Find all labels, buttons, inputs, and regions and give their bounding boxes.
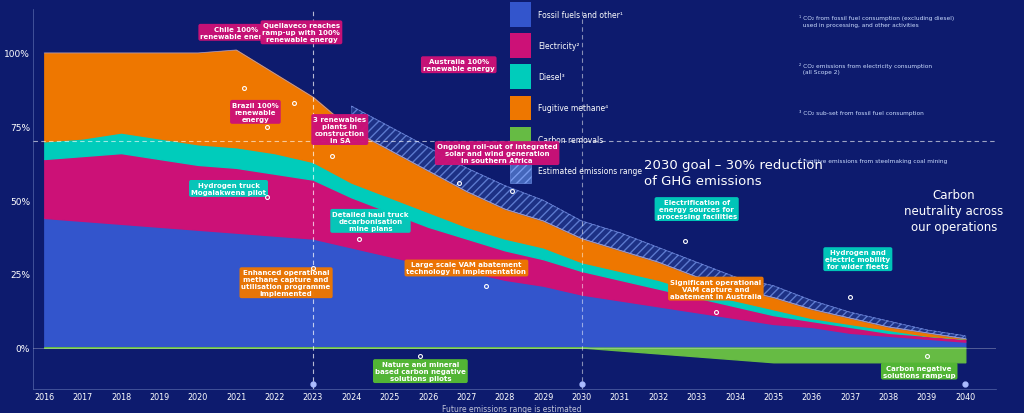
Text: ² CO₂ emissions from electricity consumption
  (all Scope 2): ² CO₂ emissions from electricity consump…: [799, 63, 932, 75]
Text: Large scale VAM abatement
technology in implementation: Large scale VAM abatement technology in …: [407, 262, 526, 275]
Text: Significant operational
VAM capture and
abatement in Australia: Significant operational VAM capture and …: [670, 279, 762, 299]
Text: Quellaveco reaches
ramp-up with 100%
renewable energy: Quellaveco reaches ramp-up with 100% ren…: [262, 23, 340, 43]
Text: Fugitive methane⁴: Fugitive methane⁴: [539, 104, 608, 113]
Text: Diesel³: Diesel³: [539, 73, 565, 82]
Text: Carbon
neutrality across
our operations: Carbon neutrality across our operations: [904, 188, 1004, 233]
Text: Electrification of
energy sources for
processing facilities: Electrification of energy sources for pr…: [656, 199, 737, 220]
Text: Enhanced operational
methane capture and
utilisation programme
implemented: Enhanced operational methane capture and…: [242, 270, 331, 297]
Text: 2030 goal – 30% reduction
of GHG emissions: 2030 goal – 30% reduction of GHG emissio…: [644, 158, 823, 187]
FancyBboxPatch shape: [510, 65, 530, 90]
FancyBboxPatch shape: [510, 3, 530, 28]
Text: Electricity²: Electricity²: [539, 42, 580, 51]
Text: Brazil 100%
renewable
energy: Brazil 100% renewable energy: [232, 102, 279, 123]
FancyBboxPatch shape: [510, 96, 530, 121]
Text: Nature and mineral
based carbon negative
solutions pilots: Nature and mineral based carbon negative…: [375, 361, 466, 381]
Text: ³ CO₂ sub-set from fossil fuel consumption: ³ CO₂ sub-set from fossil fuel consumpti…: [799, 110, 924, 116]
Text: Estimated emissions range: Estimated emissions range: [539, 166, 642, 176]
Text: Hydrogen truck
Mogalakwena pilot: Hydrogen truck Mogalakwena pilot: [191, 183, 266, 195]
Text: Fossil fuels and other¹: Fossil fuels and other¹: [539, 11, 624, 20]
Text: Carbon negative
solutions ramp-up: Carbon negative solutions ramp-up: [883, 365, 955, 377]
Text: Carbon removals: Carbon removals: [539, 135, 604, 144]
Text: Future emissions range is estimated: Future emissions range is estimated: [442, 404, 582, 413]
FancyBboxPatch shape: [510, 128, 530, 152]
Text: Ongoing roll-out of integrated
solar and wind generation
in southern Africa: Ongoing roll-out of integrated solar and…: [437, 144, 557, 164]
Text: Australia 100%
renewable energy: Australia 100% renewable energy: [423, 59, 495, 72]
Text: Detailed haul truck
decarbonisation
mine plans: Detailed haul truck decarbonisation mine…: [332, 211, 409, 231]
Text: ⁴ Fugitive emissions from steelmaking coal mining: ⁴ Fugitive emissions from steelmaking co…: [799, 158, 947, 164]
FancyBboxPatch shape: [510, 34, 530, 59]
Text: 3 renewables
plants in
construction
in SA: 3 renewables plants in construction in S…: [313, 117, 367, 144]
FancyBboxPatch shape: [510, 159, 530, 183]
Text: Hydrogen and
electric mobility
for wider fleets: Hydrogen and electric mobility for wider…: [825, 249, 891, 270]
Text: ¹ CO₂ from fossil fuel consumption (excluding diesel)
  used in processing, and : ¹ CO₂ from fossil fuel consumption (excl…: [799, 15, 953, 28]
Text: Chile 100%
renewable energy: Chile 100% renewable energy: [201, 27, 272, 40]
